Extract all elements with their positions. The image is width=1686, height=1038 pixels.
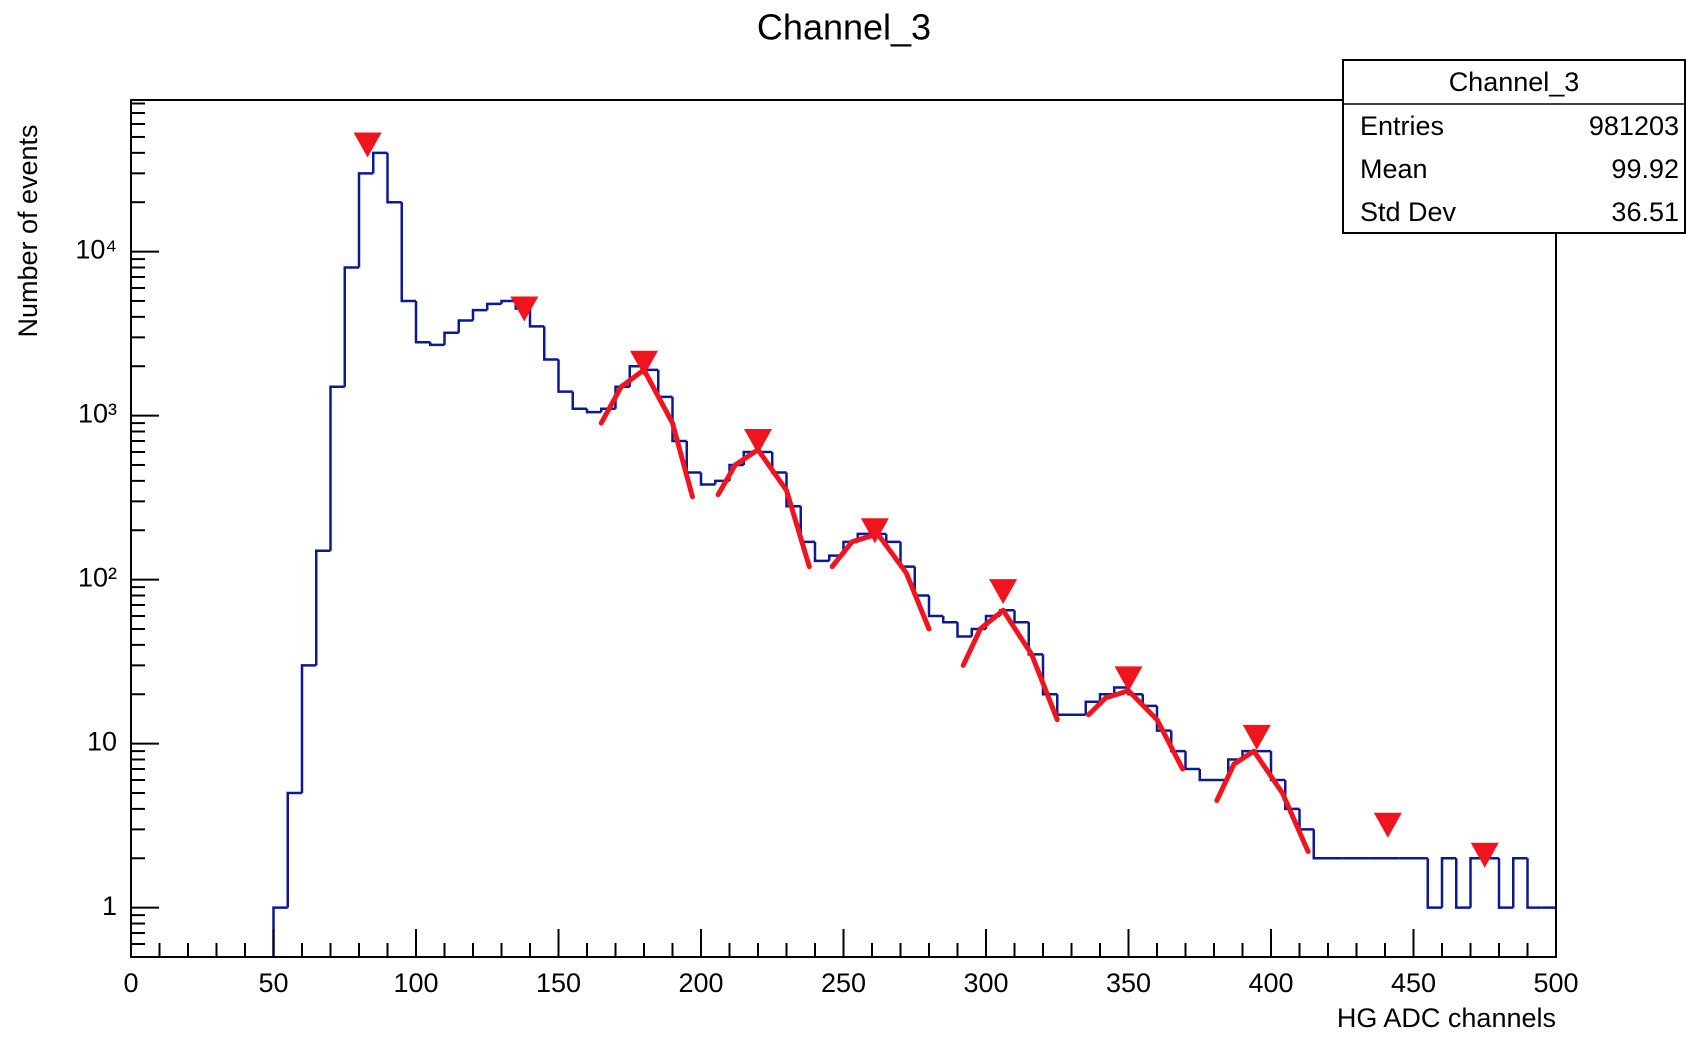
chart-title: Channel_3	[757, 7, 931, 48]
x-tick-label: 400	[1248, 968, 1293, 998]
peak-marker	[510, 296, 539, 322]
x-tick-label: 500	[1533, 968, 1578, 998]
histogram-bin	[813, 541, 830, 563]
histogram-bin	[1198, 769, 1214, 782]
x-tick-label: 450	[1391, 968, 1436, 998]
stats-value: 36.51	[1611, 197, 1679, 227]
histogram-bin	[1440, 857, 1457, 908]
histogram-bin	[414, 300, 431, 344]
histogram-bin	[1426, 858, 1442, 909]
peak-marker	[860, 518, 889, 544]
stats-value: 981203	[1589, 111, 1679, 141]
stats-box: Channel_3 Entries 981203 Mean 99.92 Std Dev 3…	[1342, 59, 1686, 234]
peak-marker	[1114, 666, 1143, 692]
peak-marker	[1373, 812, 1402, 838]
histogram-bin	[343, 266, 359, 387]
histogram-bin	[528, 308, 545, 328]
x-tick-label: 250	[821, 968, 866, 998]
x-tick-label: 50	[258, 968, 288, 998]
histogram-bin	[671, 396, 687, 443]
histogram-bin	[443, 331, 459, 345]
histogram-bin	[1084, 700, 1100, 715]
histogram-bin	[956, 622, 972, 638]
peak-marker	[989, 579, 1018, 605]
stats-title: Channel_3	[1449, 67, 1580, 97]
histogram-bin	[1312, 829, 1328, 860]
histogram-bin	[927, 595, 944, 618]
histogram-bin	[300, 664, 317, 793]
histogram-bin	[1497, 858, 1514, 909]
plot-area	[272, 132, 1556, 957]
histogram-bin	[585, 408, 602, 414]
x-tick-label: 200	[678, 968, 723, 998]
stats-label: Mean	[1360, 154, 1428, 184]
histogram-bin	[1113, 686, 1129, 695]
histogram-bin	[386, 152, 402, 204]
histogram-bin	[286, 791, 302, 908]
histogram-bin	[429, 342, 445, 347]
histogram-bin	[557, 359, 573, 393]
histogram-bin	[1455, 858, 1471, 909]
peak-marker	[353, 132, 382, 158]
fit-curve	[960, 607, 1060, 723]
x-tick-label: 150	[536, 968, 581, 998]
stats-label: Entries	[1360, 111, 1444, 141]
x-tick-label: 350	[1106, 968, 1151, 998]
peak-marker	[1242, 724, 1271, 750]
histogram-bin	[1155, 705, 1172, 732]
histogram-bin	[329, 385, 345, 551]
stats-value: 99.92	[1611, 154, 1679, 184]
histogram-bin	[699, 472, 716, 486]
y-axis-label: Number of events	[13, 124, 43, 337]
histogram-bin	[1526, 858, 1542, 909]
histogram-bin	[785, 472, 801, 508]
histogram-bin	[1184, 751, 1200, 771]
fit-curve	[1214, 748, 1311, 854]
histogram-bin	[486, 302, 502, 311]
x-axis-label: HG ADC channels	[1337, 1003, 1556, 1033]
histogram-bin	[457, 319, 473, 333]
histogram-bin	[400, 202, 416, 303]
y-tick-label: 1	[102, 891, 117, 921]
histogram-bin	[543, 326, 559, 361]
histogram-bin	[500, 299, 516, 304]
stats-label: Std Dev	[1360, 197, 1457, 227]
y-tick-label: 10⁴	[75, 235, 117, 265]
histogram-bin	[357, 172, 374, 268]
peak-marker	[1470, 842, 1499, 868]
plot-frame	[130, 99, 1557, 958]
y-tick-label: 10²	[78, 563, 117, 593]
histogram-bin	[571, 391, 587, 411]
histogram-bin	[372, 151, 388, 174]
histogram-bin	[942, 615, 958, 624]
histogram-bin	[315, 549, 331, 666]
peak-marker	[630, 350, 658, 376]
axes: 0 50 100 150 200 250 300 350 400 450 500 1 10 10² 10³ 1…	[75, 102, 1579, 998]
y-tick-label: 10³	[78, 399, 117, 429]
histogram-bin	[1013, 610, 1029, 624]
x-tick-label: 0	[123, 968, 138, 998]
histogram-bin	[471, 308, 488, 321]
histogram-bin	[1512, 857, 1528, 908]
histogram-bin	[1041, 654, 1058, 696]
y-tick-label: 10	[87, 727, 117, 757]
x-tick-label: 300	[963, 968, 1008, 998]
histogram-bin	[1284, 780, 1300, 811]
peak-marker	[744, 429, 772, 455]
stats-frame	[1342, 59, 1686, 234]
x-tick-label: 100	[393, 968, 438, 998]
